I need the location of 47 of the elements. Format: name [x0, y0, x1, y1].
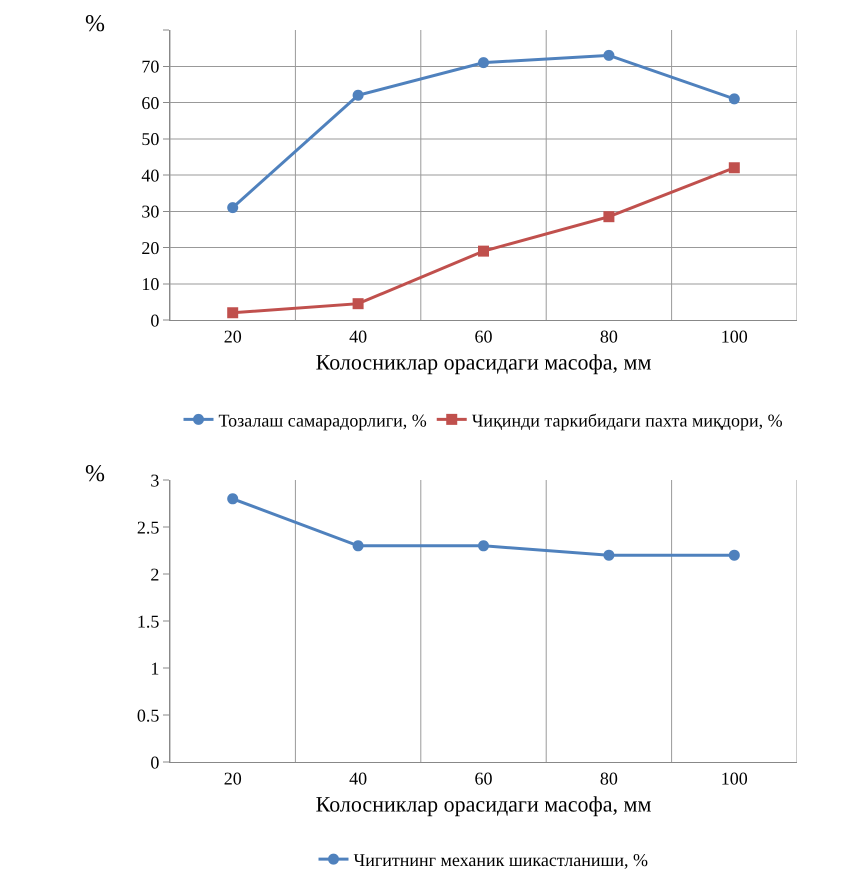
y-tick-label: 0.5: [136, 705, 160, 726]
legend-label: Тозалаш самарадорлиги, %: [218, 410, 427, 430]
y-tick-label: 60: [141, 92, 160, 113]
x-tick-label: 100: [720, 326, 748, 347]
y-tick-label: 50: [141, 129, 160, 150]
x-tick-label: 20: [224, 326, 242, 347]
point: [728, 550, 740, 561]
y-tick-label: 20: [141, 238, 160, 258]
y-tick-label: 3: [150, 470, 160, 490]
point: [478, 540, 489, 552]
point: [227, 493, 238, 504]
point: [227, 202, 238, 214]
x-tick-label: 40: [349, 768, 368, 789]
x-tick-label: 20: [224, 768, 242, 789]
x-tick-label: 80: [600, 326, 618, 347]
x-axis-title: Колосниклар орасидаги масофа, мм: [316, 350, 652, 374]
point: [227, 307, 238, 318]
point: [603, 211, 614, 222]
point: [603, 50, 614, 61]
x-tick-label: 60: [474, 326, 492, 347]
point: [728, 162, 740, 174]
y-tick-label: 30: [141, 202, 160, 222]
y-axis-title: %: [85, 11, 105, 37]
point: [478, 246, 489, 257]
x-tick-label: 100: [720, 768, 748, 789]
point: [603, 550, 614, 561]
point: [728, 93, 740, 104]
point: [352, 540, 364, 552]
y-tick-label: 1.5: [136, 611, 160, 632]
legend-label: Чигитнинг механик шикастланиши, %: [354, 850, 648, 870]
y-tick-label: 70: [141, 56, 160, 77]
y-tick-label: 10: [141, 274, 160, 294]
y-tick-label: 0: [150, 752, 160, 772]
point: [478, 57, 489, 68]
x-tick-label: 40: [349, 326, 368, 347]
y-tick-label: 2: [150, 564, 160, 584]
y-tick-label: 2.5: [136, 517, 160, 538]
x-tick-label: 60: [474, 768, 492, 789]
point: [352, 298, 364, 310]
x-tick-label: 80: [600, 768, 618, 789]
point: [352, 90, 364, 101]
legend-label: Чиқинди таркибидаги пахта миқдори, %: [472, 410, 783, 430]
y-tick-label: 0: [150, 310, 160, 330]
x-axis-title: Колосниклар орасидаги масофа, мм: [316, 792, 652, 816]
y-tick-label: 40: [141, 165, 160, 186]
y-tick-label: 1: [150, 658, 160, 678]
y-axis-title: %: [85, 461, 105, 487]
